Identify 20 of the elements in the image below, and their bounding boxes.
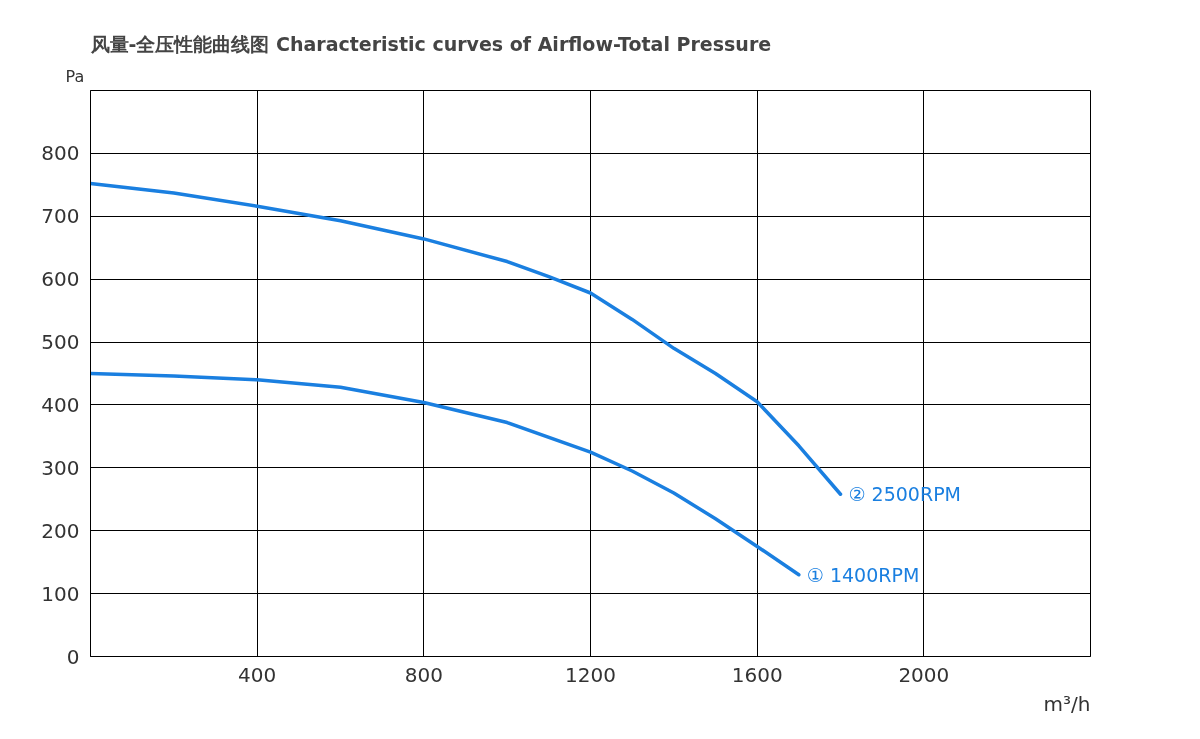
y-tick-label: 100 (41, 581, 80, 606)
chart-title: 风量-全压性能曲线图 Characteristic curves of Airflow-Total Pressure (89, 32, 772, 55)
line-series (90, 371, 801, 577)
x-tick-label: 1200 (565, 662, 616, 687)
y-tick-label: 700 (41, 204, 80, 229)
y-tick-label: 200 (41, 518, 80, 543)
line-series (90, 181, 843, 496)
x-axis-title: m³/h (1043, 691, 1091, 716)
y-tick-label: 500 (41, 330, 80, 355)
x-tick-label: 400 (238, 662, 277, 687)
y-axis-title: Pa (65, 66, 85, 86)
y-tick-label: 600 (41, 267, 80, 292)
y-tick-label: 400 (41, 392, 80, 417)
y-tick-label: 0 (66, 644, 80, 669)
x-tick-label: 2000 (898, 662, 950, 687)
y-tick-label: 300 (41, 455, 80, 480)
x-tick-label: 800 (404, 662, 443, 687)
y-tick-label: 800 (41, 141, 80, 166)
series-label: ① 1400RPM (806, 563, 920, 586)
x-tick-label: 1600 (731, 662, 783, 687)
